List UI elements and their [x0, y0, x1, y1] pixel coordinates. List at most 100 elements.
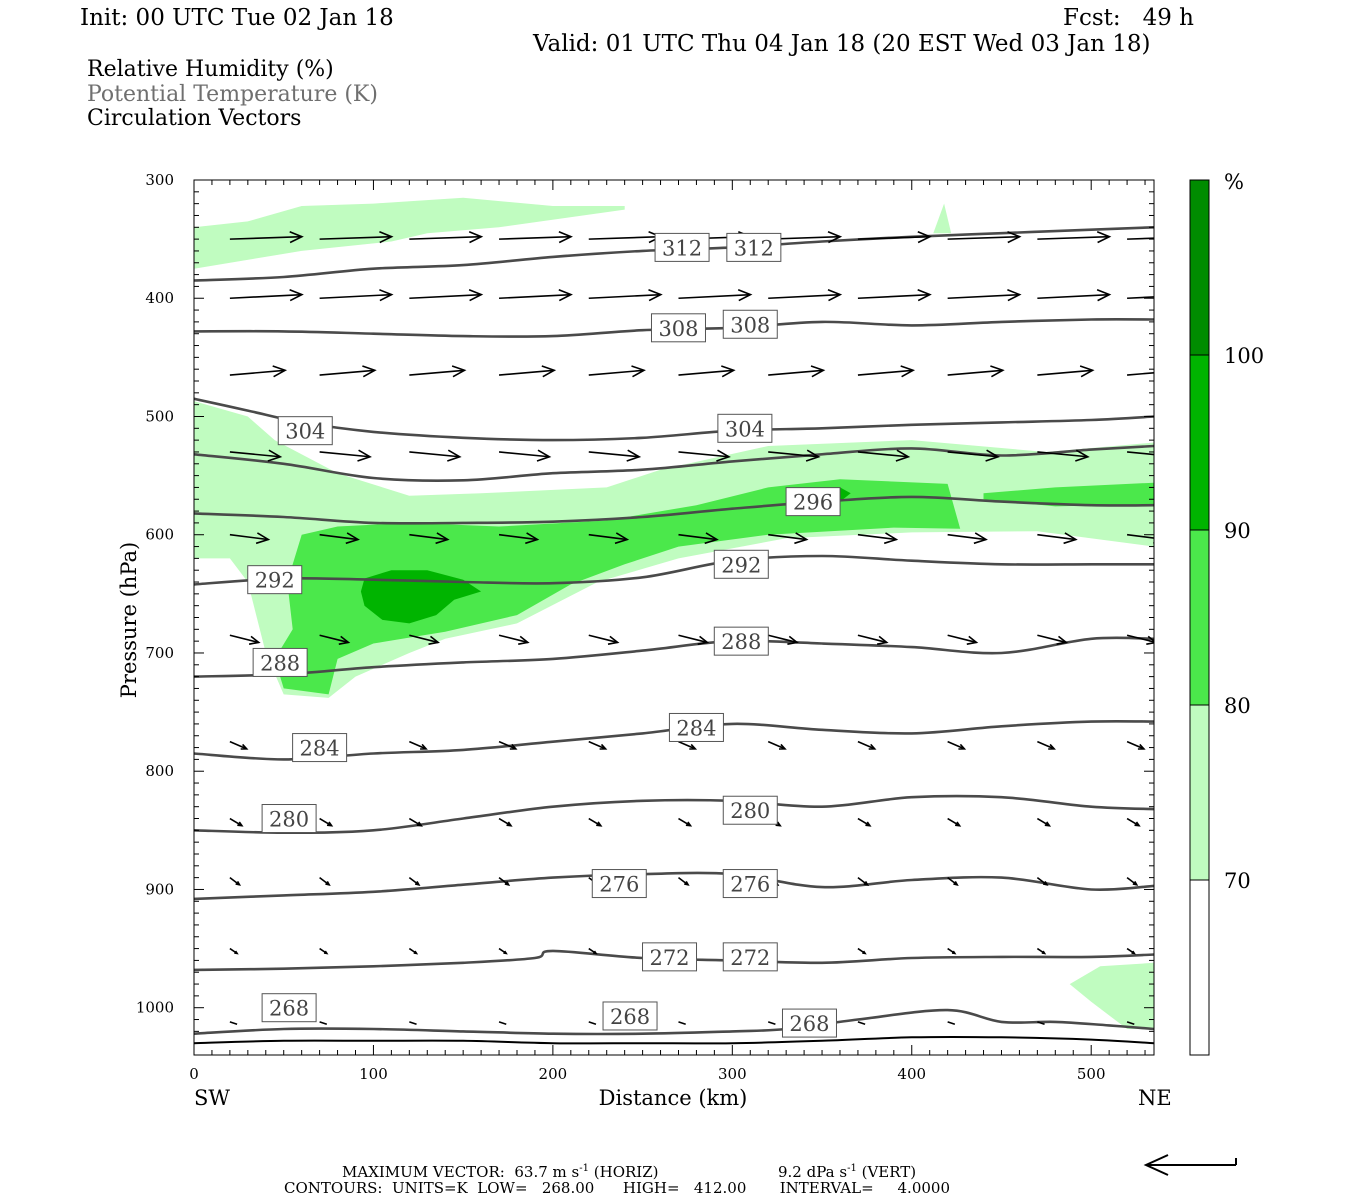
vector-head [876, 635, 889, 645]
vector-shaft [768, 293, 841, 300]
contour-label-box-272-0 [642, 942, 698, 972]
contour-label-box-276-1 [722, 869, 778, 899]
contour-label-box-288-1 [713, 626, 769, 656]
vector-head [518, 635, 530, 645]
vector-head [900, 365, 916, 378]
vector-shaft [319, 293, 392, 300]
ground-line [194, 1035, 1154, 1045]
vector-head [778, 743, 787, 750]
max-vector-horiz-label: (HORIZ) [593, 1163, 659, 1181]
vector-arrow [588, 817, 603, 827]
max-vector-vert-value: 9.2 dPa s [778, 1163, 848, 1181]
contour-label-box-284-0 [292, 733, 348, 763]
rh-region-80-5 [983, 482, 1154, 507]
vector-arrow [857, 876, 870, 886]
y-tick-label: 400 [145, 289, 174, 307]
colorbar-segment [1189, 179, 1210, 356]
vector-shaft [767, 740, 786, 750]
max-vector-vert-label: (VERT) [861, 1163, 917, 1181]
vector-arrow [1037, 532, 1078, 545]
vector-arrow [498, 365, 557, 378]
vector-arrow [409, 449, 462, 462]
contour-label-288-0: 288 [260, 651, 300, 675]
vector-shaft [229, 235, 302, 240]
vector-arrow [319, 947, 329, 955]
vector-arrow [857, 449, 911, 462]
contour-label-box-292-0 [247, 565, 303, 595]
vector-arrow [588, 740, 608, 750]
colorbar-unit-label: % [1224, 170, 1244, 194]
vector-arrow [1126, 876, 1139, 886]
vector-shaft [498, 817, 512, 827]
theta-contour-288 [194, 636, 1154, 678]
vector-head [721, 365, 736, 378]
vector-arrow [768, 449, 821, 462]
vector-head [626, 449, 642, 462]
vector-shaft [498, 740, 517, 750]
vector-arrow [408, 947, 419, 955]
vector-shaft [229, 533, 269, 541]
vector-head [338, 635, 351, 645]
vector-shaft [498, 533, 538, 541]
contour-label-box-276-0 [591, 869, 647, 899]
vector-head [895, 449, 911, 462]
vector-arrow [1126, 947, 1136, 955]
vector-shaft [1126, 876, 1138, 886]
vector-arrow [857, 740, 877, 750]
vector-head [1134, 821, 1141, 827]
vector-arrow [947, 1021, 956, 1026]
vector-head [248, 635, 261, 645]
vector-arrow [229, 365, 288, 378]
x-end-label: NE [1138, 1086, 1172, 1110]
vector-arrow [857, 230, 932, 244]
reference-vector-arrow [1143, 1154, 1237, 1176]
vector-head [325, 881, 331, 886]
vector-head [775, 821, 782, 827]
contour-label-268-2: 268 [789, 1012, 829, 1036]
contour-label-box-268-1 [602, 1001, 658, 1031]
colorbar-segment [1189, 879, 1210, 1056]
vector-head [631, 365, 646, 378]
vector-shaft [588, 451, 640, 458]
contour-label-box-312-1 [726, 232, 782, 262]
colorbar: 70 80 90 100% [1189, 170, 1264, 1056]
contour-label-box-292-1 [713, 549, 769, 579]
vector-head [267, 449, 283, 462]
vector-head [272, 365, 288, 378]
forecast-hour-label: Fcst: 49 h [1063, 5, 1194, 31]
contour-label-276-0: 276 [599, 873, 639, 897]
vector-shaft [319, 817, 333, 827]
theta-contour-300 [194, 444, 1154, 482]
vector-arrow [409, 634, 440, 645]
contour-label-312-1: 312 [734, 236, 774, 260]
vector-shaft [768, 451, 819, 458]
contour-label-312-0: 312 [662, 236, 702, 260]
vector-shaft [229, 876, 240, 886]
vector-arrow [319, 532, 360, 545]
vector-head [827, 230, 843, 244]
vector-head [973, 532, 988, 545]
vector-shaft [229, 634, 259, 644]
vector-head [235, 881, 242, 886]
vector-shaft [1127, 237, 1154, 240]
vector-arrow [1127, 371, 1154, 376]
vector-head [704, 532, 719, 545]
contour-label-268-0: 268 [269, 997, 309, 1021]
vector-arrow [678, 634, 710, 645]
vector-arrow [768, 289, 843, 302]
contour-label-284-1: 284 [676, 716, 716, 740]
vector-arrow [319, 876, 331, 886]
contour-label-304-0: 304 [285, 420, 325, 444]
rh-region-70-3 [933, 203, 952, 234]
vector-arrow [857, 817, 872, 827]
y-tick-label: 800 [145, 762, 174, 780]
vector-arrow [409, 1021, 417, 1026]
vector-arrow [229, 230, 304, 244]
contour-label-box-304-0 [277, 416, 333, 446]
colorbar-segment [1189, 704, 1210, 881]
vector-shaft [499, 235, 572, 240]
vector-shaft [1037, 634, 1067, 644]
vector-head [805, 449, 821, 462]
vector-head [289, 289, 304, 302]
contour-label-box-308-0 [650, 313, 706, 343]
